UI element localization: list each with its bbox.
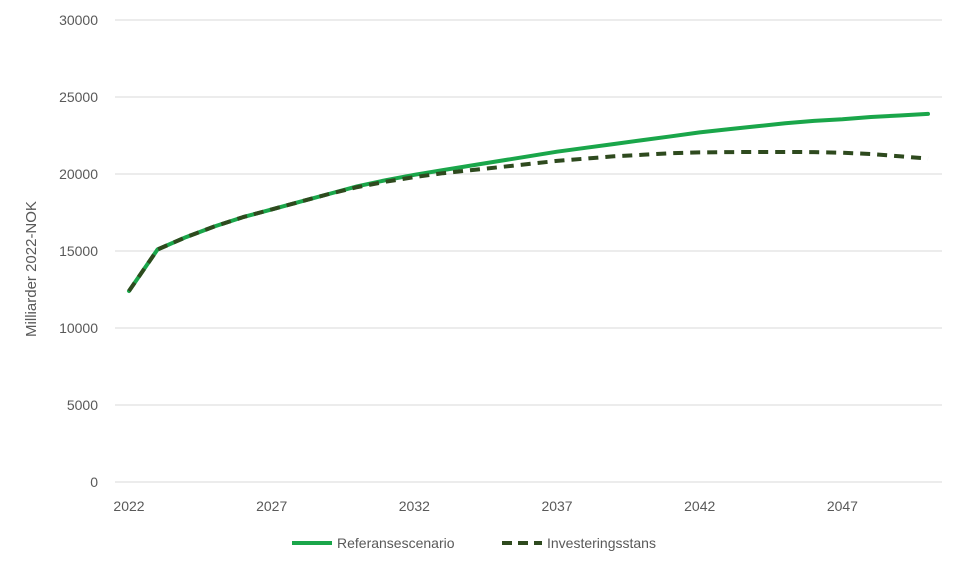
x-tick-label: 2037 bbox=[541, 498, 572, 514]
y-tick-label: 20000 bbox=[59, 166, 98, 182]
y-tick-label: 5000 bbox=[67, 397, 98, 413]
y-tick-label: 25000 bbox=[59, 89, 98, 105]
y-tick-label: 0 bbox=[90, 474, 98, 490]
series-line-referansescenario bbox=[127, 111, 930, 293]
legend-label: Referansescenario bbox=[337, 535, 455, 551]
series-line-investeringsstans bbox=[127, 150, 929, 293]
x-axis-tick-labels: 2022 2027 2032 2037 2042 2047 bbox=[113, 498, 858, 514]
grid-lines bbox=[115, 19, 942, 483]
y-tick-label: 10000 bbox=[59, 320, 98, 336]
x-tick-label: 2047 bbox=[827, 498, 858, 514]
x-tick-label: 2042 bbox=[684, 498, 715, 514]
y-axis-label: Milliarder 2022-NOK bbox=[23, 201, 40, 337]
x-tick-label: 2027 bbox=[256, 498, 287, 514]
series-lines bbox=[127, 111, 930, 293]
x-tick-label: 2022 bbox=[113, 498, 144, 514]
y-axis-tick-labels: 0 5000 10000 15000 20000 25000 30000 bbox=[59, 12, 98, 490]
legend-label: Investeringsstans bbox=[547, 535, 656, 551]
y-tick-label: 15000 bbox=[59, 243, 98, 259]
x-tick-label: 2032 bbox=[399, 498, 430, 514]
legend: Referansescenario Investeringsstans bbox=[292, 535, 656, 551]
y-tick-label: 30000 bbox=[59, 12, 98, 28]
